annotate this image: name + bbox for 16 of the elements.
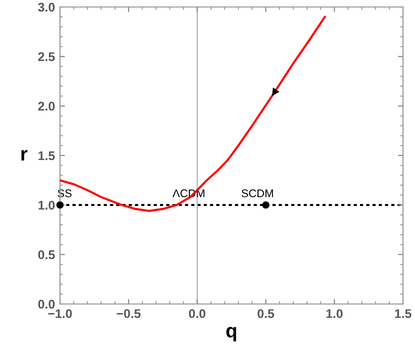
x-tick-label: 1.5 <box>395 309 412 318</box>
y-tick-label: 0.0 <box>38 300 55 309</box>
x-tick-label: 1.0 <box>326 309 343 318</box>
y-tick-label: 1.0 <box>38 200 55 210</box>
x-tick-label: −1.0 <box>48 309 72 318</box>
y-tick-label: 2.0 <box>38 102 55 111</box>
x-axis-title: q <box>226 326 236 342</box>
y-tick-label: 2.5 <box>38 52 55 62</box>
y-axis-title: r <box>21 150 28 161</box>
x-tick-label: 0.5 <box>258 309 274 318</box>
x-tick-label: 0.0 <box>189 309 206 318</box>
y-tick-label: 1.5 <box>38 151 55 160</box>
x-tick-label: −0.5 <box>116 309 141 318</box>
annotation: SCDM <box>242 189 273 198</box>
y-tick-label: 0.5 <box>38 250 55 260</box>
y-tick-label: 3.0 <box>38 2 55 12</box>
